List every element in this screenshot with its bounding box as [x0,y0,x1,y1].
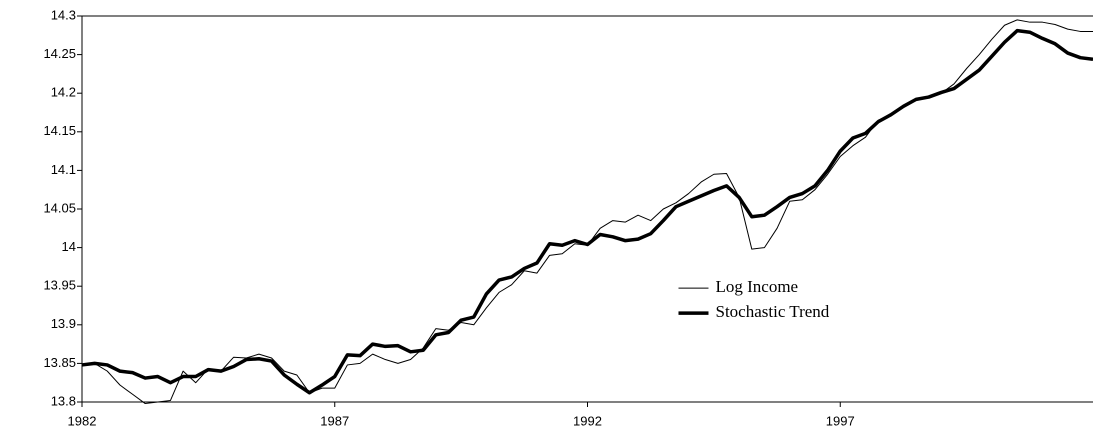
series-line [81,28,1093,395]
y-tick-label: 13.8 [51,393,76,408]
legend-label: Log Income [715,277,798,296]
y-tick-label: 14.15 [43,123,76,138]
y-tick-label: 14 [62,239,76,254]
legend-label: Stochastic Trend [715,302,829,321]
x-tick-label: 1987 [320,413,349,428]
y-tick-label: 13.95 [43,278,76,293]
y-tick-label: 14.25 [43,46,76,61]
y-tick-label: 14.1 [51,162,76,177]
y-tick-label: 14.2 [51,85,76,100]
y-tick-label: 14.05 [43,200,76,215]
y-tick-label: 14.3 [51,7,76,22]
x-tick-label: 1997 [826,413,855,428]
x-tick-label: 1992 [573,413,602,428]
y-tick-label: 13.9 [51,316,76,331]
y-tick-label: 13.85 [43,355,76,370]
x-tick-label: 1982 [68,413,97,428]
series-line [81,19,1093,405]
